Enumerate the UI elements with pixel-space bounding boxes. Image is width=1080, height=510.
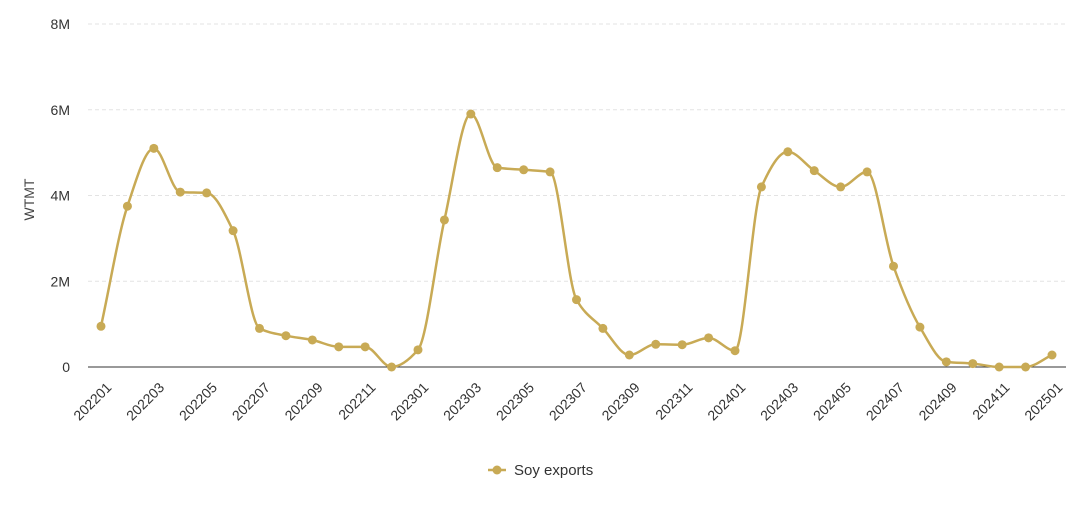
data-point[interactable] bbox=[307, 335, 317, 345]
data-point[interactable] bbox=[783, 147, 793, 157]
data-point[interactable] bbox=[677, 340, 687, 350]
legend-label[interactable]: Soy exports bbox=[514, 462, 593, 479]
data-point[interactable] bbox=[572, 295, 581, 305]
x-tick-label: 202407 bbox=[863, 379, 907, 423]
data-point[interactable] bbox=[175, 187, 185, 197]
data-point[interactable] bbox=[255, 323, 264, 333]
data-point[interactable] bbox=[730, 346, 740, 356]
data-point[interactable] bbox=[1047, 350, 1057, 360]
data-point[interactable] bbox=[1021, 362, 1031, 372]
x-tick-label: 202411 bbox=[969, 379, 1013, 423]
x-tick-label: 202403 bbox=[757, 379, 801, 423]
x-tick-label: 202201 bbox=[70, 379, 114, 423]
data-point[interactable] bbox=[915, 322, 925, 332]
data-point[interactable] bbox=[862, 167, 872, 177]
series-line bbox=[99, 112, 1053, 369]
x-tick-label: 202309 bbox=[598, 379, 642, 423]
data-point[interactable] bbox=[96, 321, 106, 331]
y-tick-label: 2M bbox=[51, 273, 70, 289]
y-axis-title: WTMT bbox=[21, 178, 37, 220]
data-point[interactable] bbox=[413, 345, 423, 355]
data-point[interactable] bbox=[545, 167, 555, 177]
data-point[interactable] bbox=[651, 339, 661, 349]
data-point[interactable] bbox=[756, 182, 766, 192]
x-tick-label: 202305 bbox=[493, 379, 537, 423]
data-point[interactable] bbox=[704, 333, 714, 343]
data-point[interactable] bbox=[968, 359, 978, 369]
data-point[interactable] bbox=[281, 331, 291, 341]
x-axis-tick-labels: 202201 202203 202205 202207 202209 202211 2023… bbox=[70, 379, 1065, 423]
x-tick-label: 202409 bbox=[915, 379, 959, 423]
x-tick-label: 202307 bbox=[546, 379, 590, 423]
x-tick-label: 202311 bbox=[652, 379, 696, 423]
x-tick-label: 202501 bbox=[1021, 379, 1065, 423]
y-tick-label: 8M bbox=[51, 16, 70, 32]
data-point[interactable] bbox=[360, 342, 370, 352]
x-tick-label: 202405 bbox=[810, 379, 854, 423]
data-point[interactable] bbox=[598, 323, 608, 333]
gridlines bbox=[88, 23, 1066, 282]
x-tick-label: 202205 bbox=[176, 379, 220, 423]
x-tick-label: 202203 bbox=[123, 379, 167, 423]
data-point[interactable] bbox=[228, 226, 238, 236]
x-tick-label: 202301 bbox=[387, 379, 431, 423]
series-soy-exports bbox=[96, 109, 1057, 372]
data-point[interactable] bbox=[466, 109, 476, 119]
data-point[interactable] bbox=[809, 166, 819, 176]
y-tick-label: 0 bbox=[62, 359, 70, 375]
data-point[interactable] bbox=[149, 143, 159, 153]
data-point[interactable] bbox=[941, 357, 951, 367]
y-tick-label: 6M bbox=[51, 102, 70, 118]
data-point[interactable] bbox=[492, 163, 502, 173]
y-axis-tick-labels: 0 2M 4M 6M 8M bbox=[51, 16, 71, 375]
data-point[interactable] bbox=[519, 165, 529, 175]
data-point[interactable] bbox=[889, 261, 898, 271]
legend[interactable]: Soy exports bbox=[488, 462, 593, 479]
x-tick-label: 202303 bbox=[440, 379, 484, 423]
data-point[interactable] bbox=[624, 350, 634, 360]
data-point[interactable] bbox=[122, 201, 132, 211]
y-tick-label: 4M bbox=[51, 188, 70, 204]
x-tick-label: 202401 bbox=[704, 379, 748, 423]
x-tick-label: 202211 bbox=[335, 379, 379, 423]
data-point[interactable] bbox=[334, 342, 344, 352]
data-point[interactable] bbox=[202, 188, 212, 198]
data-point[interactable] bbox=[387, 362, 397, 372]
x-tick-label: 202209 bbox=[281, 379, 325, 423]
x-tick-label: 202207 bbox=[229, 379, 273, 423]
data-point[interactable] bbox=[994, 362, 1004, 372]
data-point[interactable] bbox=[439, 215, 449, 225]
legend-marker bbox=[492, 465, 502, 475]
data-point[interactable] bbox=[836, 182, 846, 192]
